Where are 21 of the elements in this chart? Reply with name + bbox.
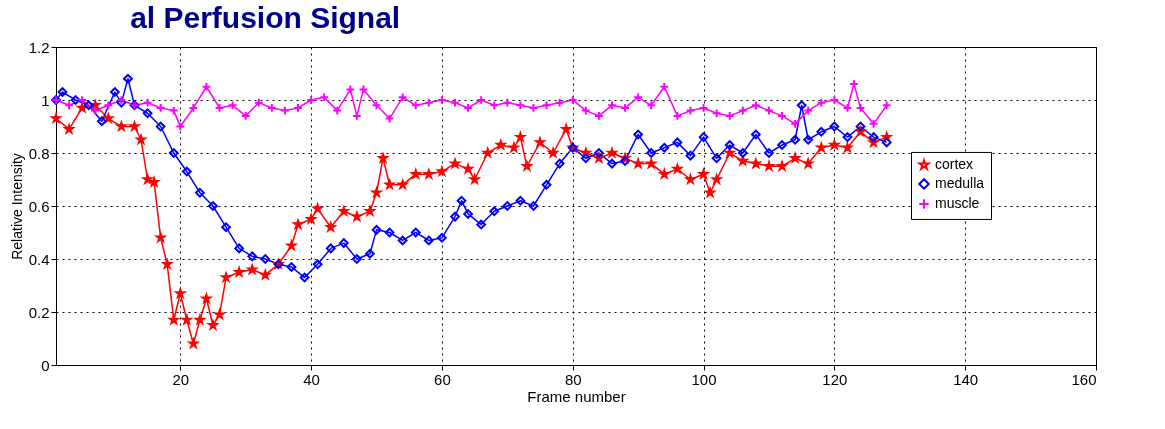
y-tick-label: 0.4 xyxy=(28,250,50,268)
x-tick-label: 120 xyxy=(822,370,848,388)
x-tick-label: 20 xyxy=(172,370,190,388)
x-axis-title: Frame number xyxy=(527,387,626,405)
legend-label: medulla xyxy=(935,174,985,191)
y-tick-label: 1 xyxy=(41,91,50,109)
x-tick-label: 80 xyxy=(564,370,582,388)
y-tick-label: 0.2 xyxy=(28,303,50,321)
y-tick-label: 1.2 xyxy=(28,38,50,56)
x-tick-label: 100 xyxy=(691,370,717,388)
x-tick-label: 60 xyxy=(434,370,451,388)
chart-title: al Perfusion Signal xyxy=(130,1,401,34)
x-tick-label: 160 xyxy=(1071,370,1097,388)
y-tick-label: 0.8 xyxy=(28,144,50,162)
y-tick-label: 0 xyxy=(41,356,50,374)
y-axis-title: Relative Intensity xyxy=(8,153,25,260)
x-tick-label: 40 xyxy=(303,370,320,388)
legend-label: cortex xyxy=(935,155,974,172)
y-tick-label: 0.6 xyxy=(28,197,50,215)
x-tick-label: 140 xyxy=(953,370,979,388)
legend-label: muscle xyxy=(935,194,980,211)
